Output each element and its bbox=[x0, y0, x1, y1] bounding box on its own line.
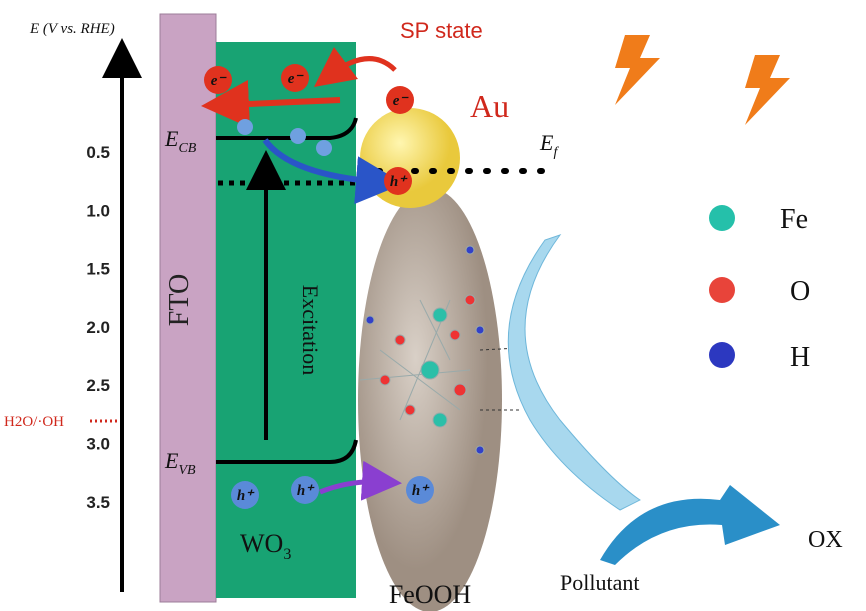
evb-main: E bbox=[164, 448, 179, 473]
tick-label: 0.5 bbox=[86, 143, 110, 162]
wo3-layer bbox=[216, 42, 356, 598]
feooh-particle bbox=[358, 188, 502, 611]
electron: e⁻ bbox=[288, 71, 305, 87]
tick-label: 1.5 bbox=[86, 260, 110, 279]
au-label: Au bbox=[470, 88, 509, 124]
legend-o-dot bbox=[709, 277, 735, 303]
ef-sub: f bbox=[553, 145, 559, 160]
legend-label: H bbox=[790, 342, 810, 373]
electron: e⁻ bbox=[393, 93, 410, 109]
tick-label: 3.0 bbox=[86, 435, 110, 454]
light-bolt bbox=[745, 55, 790, 125]
hole: h⁺ bbox=[237, 488, 255, 504]
legend-label: Fe bbox=[780, 204, 808, 235]
light-bolt bbox=[615, 35, 660, 105]
axis-label: E (V vs. RHE) bbox=[29, 21, 115, 37]
hole: h⁺ bbox=[297, 483, 315, 499]
wo3-sub: 3 bbox=[283, 546, 291, 563]
tick-label: 3.5 bbox=[86, 493, 110, 512]
pollutant-label: Pollutant bbox=[560, 570, 639, 595]
wo3-main: WO bbox=[240, 529, 283, 558]
tick-labels: 0.5 1.0 1.5 2.0 2.5 3.0 3.5 bbox=[86, 143, 110, 512]
tick-label: 2.0 bbox=[86, 318, 110, 337]
tick-label: 2.5 bbox=[86, 376, 110, 395]
legend-h-dot bbox=[709, 342, 735, 368]
feooh-label: FeOOH bbox=[389, 580, 472, 609]
ef-main: E bbox=[539, 130, 554, 155]
ecb-sub: CB bbox=[178, 141, 196, 156]
excitation-label: Excitation bbox=[298, 285, 323, 375]
sp-state-label: SP state bbox=[400, 18, 483, 43]
legend-fe-dot bbox=[709, 205, 735, 231]
hole: h⁺ bbox=[412, 483, 430, 499]
legend-label: O bbox=[790, 276, 810, 307]
ef-label: Ef bbox=[539, 130, 559, 160]
reference-level: H2O/·OH bbox=[4, 414, 64, 430]
diagram: E (V vs. RHE) 0.5 1.0 1.5 2.0 2.5 3.0 3.5 H2O/… bbox=[0, 0, 866, 611]
evb-sub: VB bbox=[178, 463, 196, 478]
tick-label: 1.0 bbox=[86, 201, 110, 220]
water-flow bbox=[508, 235, 640, 510]
fto-label: FTO bbox=[164, 274, 195, 326]
electron: e⁻ bbox=[211, 73, 228, 89]
legend: Fe O H bbox=[709, 204, 810, 373]
product-label: OX bbox=[808, 527, 843, 553]
au-particle bbox=[360, 108, 460, 208]
hole: h⁺ bbox=[390, 174, 408, 190]
ecb-main: E bbox=[164, 126, 179, 151]
